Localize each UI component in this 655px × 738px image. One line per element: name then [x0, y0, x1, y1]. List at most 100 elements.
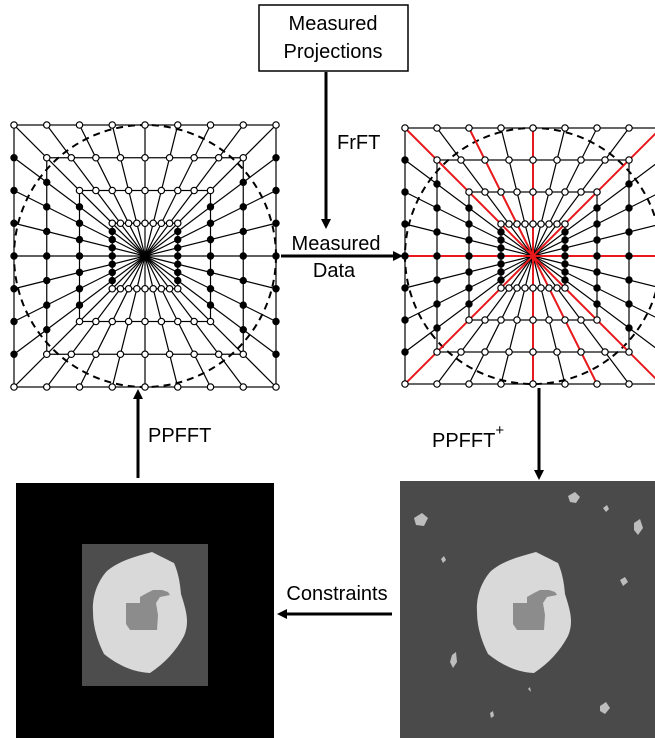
grid-node-open	[124, 219, 133, 228]
grid-node-filled	[174, 235, 182, 244]
grid-node-open	[513, 316, 521, 324]
grid-node-open	[108, 317, 117, 326]
grid-node-filled	[497, 276, 505, 284]
grid-node-open	[497, 220, 505, 228]
grid-node-open	[625, 124, 633, 132]
grid-node-open	[553, 220, 561, 228]
grid-node-open	[239, 350, 248, 359]
grid-node-filled	[206, 301, 215, 309]
grid-node-open	[457, 156, 465, 164]
grid-node-filled	[401, 156, 409, 164]
grid-node-filled	[108, 276, 116, 285]
grid-node-open	[529, 380, 537, 388]
grid-node-filled	[433, 228, 441, 236]
grid-node-open	[561, 380, 569, 388]
grid-node-open	[529, 348, 537, 356]
grid-node-open	[10, 121, 18, 129]
label-ppfft: PPFFT	[148, 425, 211, 447]
grid-node-open	[561, 316, 569, 324]
grid-node-open	[108, 284, 117, 293]
grid-node-open	[513, 220, 521, 228]
grid-node-filled	[43, 252, 51, 260]
grid-node-filled	[401, 348, 409, 356]
object-inner-right	[513, 590, 557, 630]
grid-node-open	[157, 317, 166, 326]
grid-node-open	[42, 383, 51, 391]
grid-node-filled	[272, 252, 280, 260]
grid-node-open	[625, 380, 633, 388]
grid-node-open	[561, 220, 569, 228]
grid-node-open	[481, 348, 489, 356]
grid-node-filled	[593, 268, 601, 276]
grid-node-open	[206, 121, 215, 129]
grid-node-open	[505, 156, 513, 164]
grid-node-open	[497, 316, 505, 324]
grid-node-filled	[433, 324, 441, 332]
pseudo-polar-grid-right	[401, 124, 655, 388]
grid-node-filled	[75, 235, 84, 244]
grid-node-open	[497, 380, 505, 388]
grid-node-open	[625, 348, 633, 356]
grid-node-open	[165, 153, 174, 162]
grid-node-open	[545, 188, 553, 196]
grid-node-open	[141, 121, 149, 129]
grid-node-filled	[401, 220, 409, 228]
grid-node-filled	[593, 236, 601, 244]
grid-node-open	[545, 316, 553, 324]
grid-node-filled	[625, 180, 633, 188]
grid-node-filled	[625, 228, 633, 236]
grid-node-filled	[75, 252, 84, 260]
grid-node-open	[577, 316, 585, 324]
grid-node-filled	[497, 244, 505, 252]
grid-node-open	[141, 317, 149, 326]
grid-node-open	[214, 350, 223, 359]
grid-node-filled	[433, 300, 441, 308]
grid-node-open	[529, 188, 537, 196]
grid-node-open	[75, 317, 84, 326]
grid-node-open	[206, 186, 215, 195]
grid-node-filled	[561, 244, 569, 252]
grid-node-open	[92, 350, 100, 359]
grid-node-open	[537, 220, 545, 228]
grid-node-filled	[206, 235, 215, 244]
grid-node-filled	[561, 260, 569, 268]
grid-node-open	[239, 121, 248, 129]
grid-node-filled	[272, 186, 280, 195]
grid-node-filled	[43, 325, 51, 334]
grid-node-filled	[10, 154, 18, 162]
grid-node-open	[116, 284, 125, 293]
grid-node-open	[133, 219, 141, 228]
grid-node-open	[173, 186, 182, 195]
grid-node-open	[190, 350, 198, 359]
grid-node-filled	[10, 219, 18, 227]
grid-node-filled	[272, 317, 280, 326]
grid-node-open	[505, 220, 513, 228]
grid-node-open	[67, 153, 76, 162]
grid-node-filled	[433, 180, 441, 188]
grid-node-open	[561, 124, 569, 132]
grid-node-open	[141, 284, 149, 293]
grid-node-filled	[10, 186, 18, 195]
grid-node-filled	[206, 268, 215, 277]
grid-node-open	[433, 156, 441, 164]
grid-node-open	[577, 348, 585, 356]
grid-node-filled	[401, 284, 409, 292]
grid-node-filled	[75, 268, 84, 277]
grid-node-open	[75, 383, 84, 391]
grid-node-filled	[497, 252, 505, 260]
grid-node-open	[593, 188, 601, 196]
object-inner-left	[126, 590, 170, 630]
grid-node-filled	[625, 276, 633, 284]
grid-node-open	[75, 121, 84, 129]
grid-node-open	[553, 156, 561, 164]
grid-node-open	[465, 316, 473, 324]
grid-node-open	[433, 348, 441, 356]
grid-node-filled	[10, 317, 18, 326]
grid-node-open	[149, 284, 157, 293]
grid-node-filled	[206, 285, 215, 293]
grid-node-open	[92, 186, 100, 195]
grid-node-filled	[239, 325, 247, 334]
measured-projections-line1: Measured	[289, 13, 378, 35]
measured-projections-line2: Projections	[284, 41, 383, 63]
grid-node-filled	[625, 252, 633, 260]
